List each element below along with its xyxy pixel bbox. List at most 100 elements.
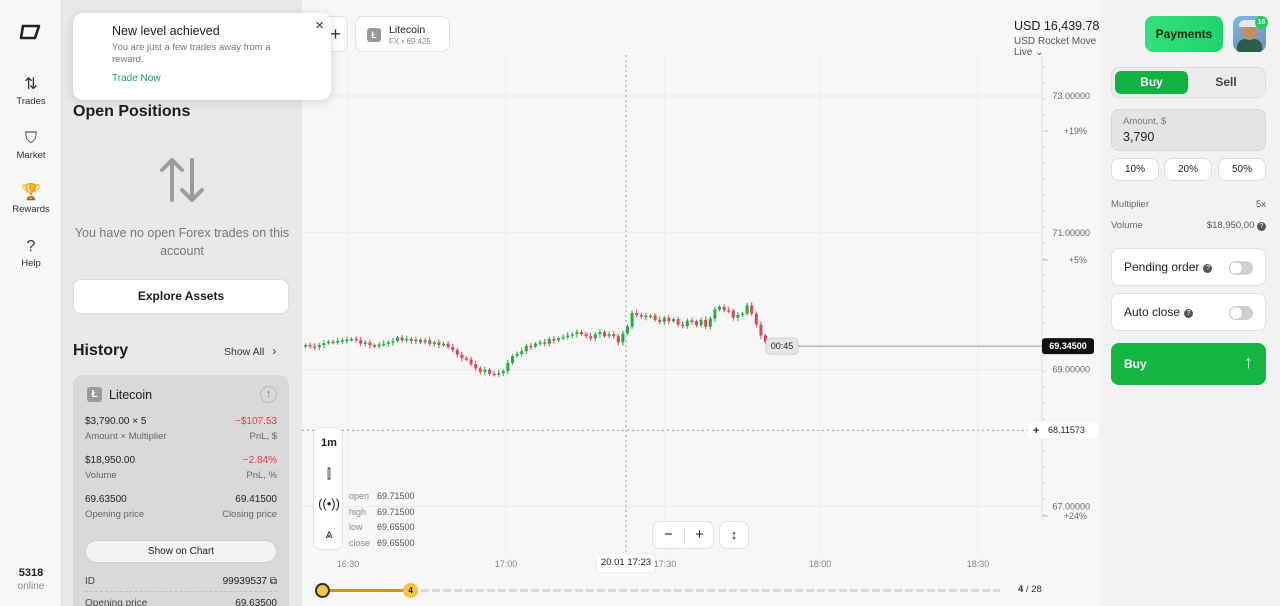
candle-body [584, 334, 588, 337]
candle-body [304, 345, 307, 347]
candle-body [672, 319, 675, 322]
broadcast-icon[interactable]: ((•)) [318, 496, 340, 511]
current-price-label: 69.34500 [1049, 341, 1087, 351]
show-all-link[interactable]: Show All › [224, 344, 276, 358]
show-on-chart-button[interactable]: Show on Chart [85, 540, 277, 563]
rail-item-rewards[interactable]: 🏆 Rewards [0, 184, 62, 215]
candlestick-icon[interactable]: ⫿ [326, 466, 332, 481]
candle-body [681, 324, 685, 327]
candle-body [607, 334, 611, 337]
chevron-down-icon: ⌄ [1035, 47, 1044, 58]
rail-item-help[interactable]: ? Help [0, 238, 62, 269]
account-selector[interactable]: USD Rocket Move Live ⌄ [1014, 36, 1097, 58]
pct-tick-label: +24% [1064, 511, 1087, 521]
pnl-percent-label: PnL, % [246, 470, 277, 481]
copy-icon[interactable]: ⧉ [269, 576, 277, 587]
candle-body [336, 341, 340, 343]
history-title: History [73, 342, 129, 359]
candle-body [593, 334, 597, 339]
pnl-label: PnL, $ [249, 431, 277, 442]
candle-body [419, 339, 422, 343]
close-icon[interactable]: × [315, 17, 324, 34]
y-tick-label: 67.00000 [1052, 502, 1090, 512]
y-tick-label: 73.00000 [1052, 91, 1090, 101]
volume-value: $18,950.00 [85, 455, 136, 466]
candle-body [543, 342, 547, 344]
countdown-label: 00:45 [771, 341, 794, 351]
ohlc-label: close [349, 537, 371, 548]
amount-input[interactable]: Amount, $ 3,790 [1111, 109, 1266, 151]
brand-logo-icon[interactable] [19, 23, 43, 41]
timeframe-button[interactable]: 1m [321, 437, 337, 449]
candle-body [400, 337, 404, 341]
asset-selector[interactable]: Ł Litecoin FX • 69.425 [355, 16, 450, 52]
x-tick-label: 16:30 [337, 559, 360, 569]
rail-item-trades[interactable]: ⇅ Trades [0, 76, 62, 107]
tab-sell[interactable]: Sell [1215, 75, 1237, 89]
candle-body [409, 338, 413, 341]
trade-now-link[interactable]: Trade Now [112, 73, 161, 84]
candle-body [750, 305, 754, 314]
fit-vertical-button[interactable]: ↕ [719, 521, 749, 549]
candle-body [667, 317, 671, 322]
candle-body [621, 333, 625, 343]
chart-area[interactable]: 73.00000 71.00000 69.00000 67.00000 +19% +5% +… [302, 0, 1100, 606]
candle-body [704, 319, 708, 327]
avatar[interactable] [1233, 16, 1266, 52]
candle-body [699, 319, 703, 326]
rail-item-label: Market [16, 150, 46, 161]
candle-body [446, 343, 450, 348]
arrow-up-icon: ↑ [1244, 352, 1253, 372]
zoom-out-button[interactable]: − [664, 526, 673, 543]
candle-body [575, 332, 579, 335]
info-icon[interactable]: ? [1203, 264, 1213, 273]
candle-body [322, 343, 326, 346]
balance[interactable]: USD 16,439.78 [1014, 19, 1100, 33]
candle-body [373, 345, 376, 347]
buy-button-label: Buy [1124, 357, 1147, 371]
candle-body [469, 359, 473, 365]
auto-close-toggle[interactable] [1229, 306, 1253, 320]
trade-id-value[interactable]: 99939537 ⧉ [222, 576, 277, 587]
percent-10-button[interactable]: 10% [1111, 158, 1159, 181]
chart-tools: 1m ⫿ ((•)) ⩓ [313, 427, 343, 550]
price-chart[interactable]: 73.00000 71.00000 69.00000 67.00000 +19% +5% +… [302, 0, 1100, 606]
ohlc-low: 69.65500 [377, 522, 415, 532]
rail-item-label: Help [21, 258, 41, 269]
candle-body [589, 336, 593, 339]
candle-body [718, 306, 721, 310]
candle-body [511, 356, 514, 363]
info-icon[interactable]: ? [1184, 309, 1194, 318]
market-icon: ⛉ [24, 130, 37, 147]
auto-close-card: Auto close? [1111, 293, 1266, 331]
y-tick-label: 69.00000 [1052, 365, 1090, 375]
percent-50-button[interactable]: 50% [1218, 158, 1266, 181]
candle-body [736, 315, 740, 318]
percent-20-button[interactable]: 20% [1164, 158, 1212, 181]
online-label: online [17, 581, 45, 592]
zoom-in-button[interactable]: + [695, 526, 704, 543]
info-icon[interactable]: ? [1257, 222, 1266, 231]
explore-assets-button[interactable]: Explore Assets [73, 279, 289, 314]
amount-value: $3,790.00 × 5 [85, 416, 147, 427]
rail-item-market[interactable]: ⛉ Market [0, 130, 62, 161]
candle-body [465, 358, 468, 360]
buy-button[interactable]: Buy ↑ [1111, 343, 1266, 385]
candle-body [382, 343, 386, 346]
candle-body [626, 326, 629, 334]
pnl-percent-value: −2.84% [242, 455, 277, 466]
pending-order-toggle[interactable] [1229, 261, 1253, 275]
payments-button[interactable]: Payments [1145, 16, 1223, 52]
amount-value[interactable]: 3,790 [1123, 130, 1155, 144]
tab-buy[interactable]: Buy [1115, 71, 1188, 94]
x-tick-label: 18:00 [809, 559, 832, 569]
candle-body [432, 342, 436, 344]
history-card[interactable]: Ł Litecoin ↑ $3,790.00 × 5 −$107.53 Amou… [73, 375, 289, 606]
candle-body [598, 332, 602, 335]
drawing-tool-icon[interactable]: ⩓ [325, 526, 333, 541]
candle-body [474, 364, 478, 369]
candle-body [731, 310, 735, 318]
volume-label: Volume [85, 470, 117, 481]
candle-body [764, 335, 767, 343]
progress-start-icon [315, 583, 330, 598]
